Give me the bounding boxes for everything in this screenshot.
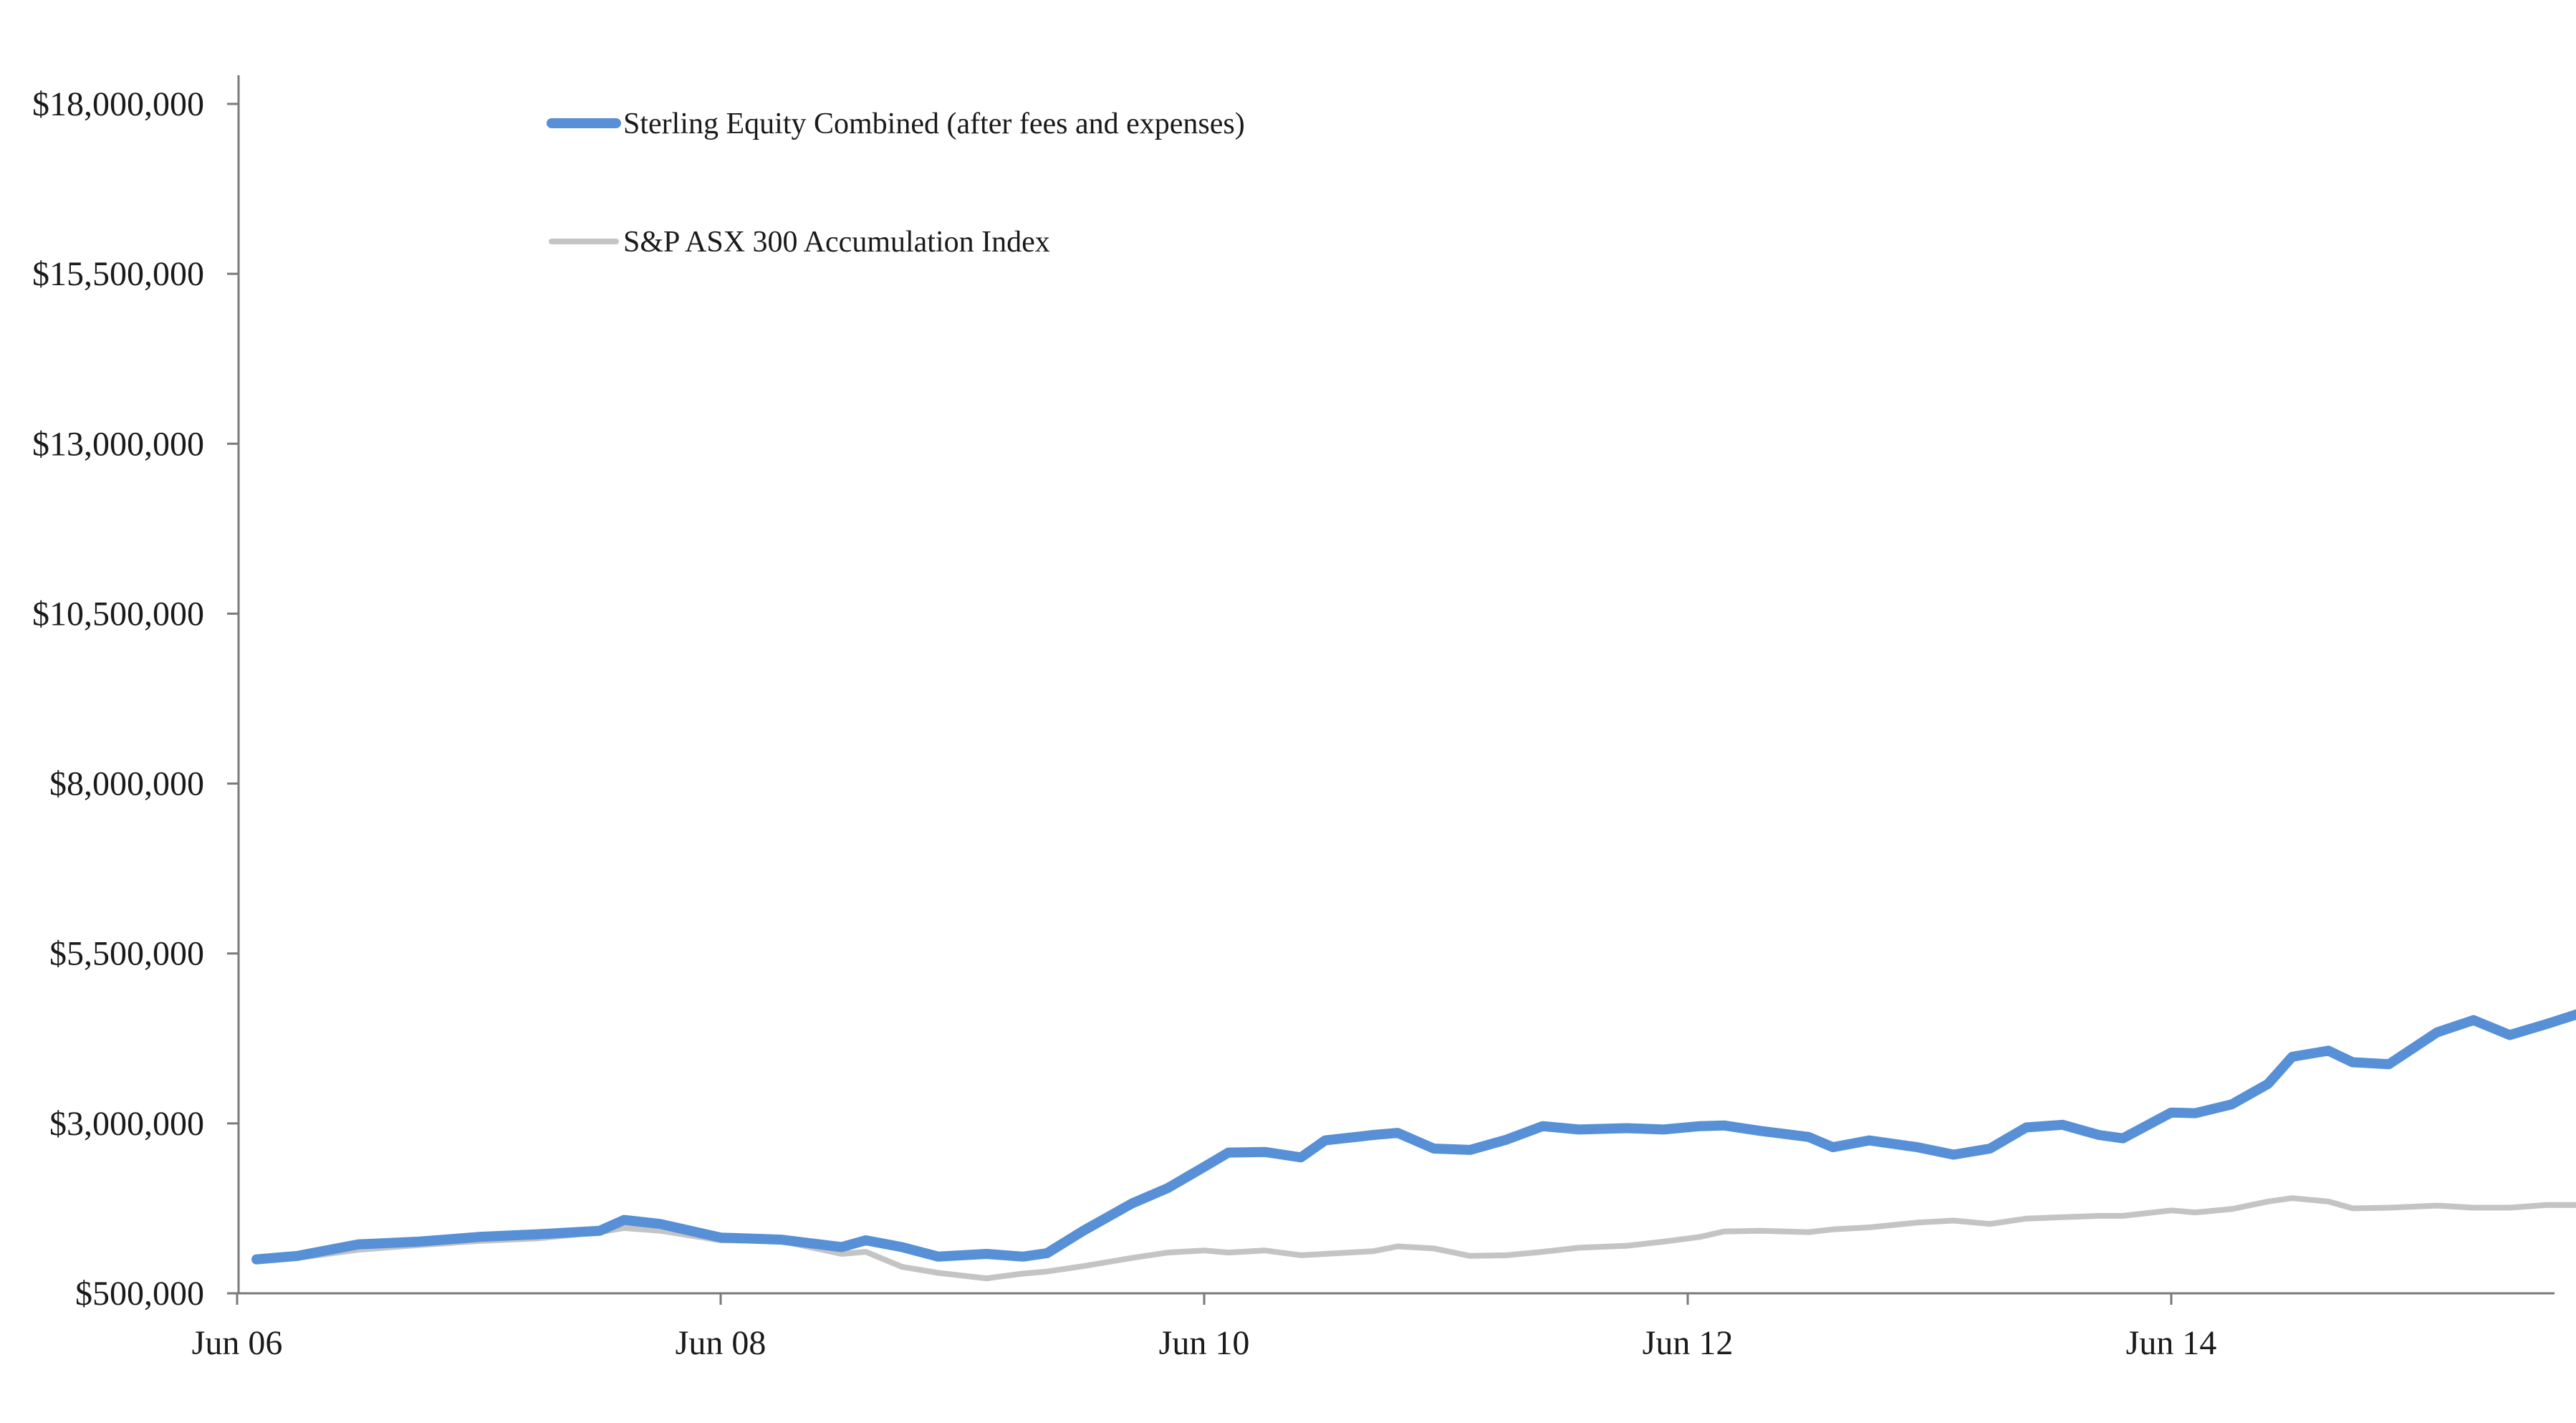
x-tick-label: Jun 10 [1159, 1324, 1250, 1362]
x-tick-label: Jun 14 [2126, 1324, 2217, 1362]
y-tick-label: $500,000 [75, 1275, 204, 1313]
legend: Sterling Equity Combined (after fees and… [547, 107, 1245, 259]
series-line-asx300 [254, 1195, 2576, 1282]
x-tick-label: Jun 12 [1643, 1324, 1734, 1362]
y-axis-ticks: $500,000 $3,000,000 $5,500,000 $8,000,000 $1… [32, 85, 239, 1313]
x-tick-label: Jun 08 [676, 1324, 766, 1362]
y-tick-label: $5,500,000 [49, 935, 204, 973]
chart-axes [237, 75, 2555, 1295]
y-tick-label: $8,000,000 [49, 765, 204, 803]
y-tick-label: $3,000,000 [49, 1105, 204, 1143]
y-tick-label: $18,000,000 [32, 85, 204, 123]
x-tick-label: Jun 06 [192, 1324, 283, 1362]
y-tick-label: $10,500,000 [32, 595, 204, 633]
y-tick-label: $13,000,000 [32, 425, 204, 463]
series-layer [251, 1009, 2576, 1282]
series-line-sterling-equity [251, 1009, 2576, 1265]
legend-label: S&P ASX 300 Accumulation Index [623, 226, 1050, 259]
y-tick-label: $15,500,000 [32, 255, 204, 293]
legend-label: Sterling Equity Combined (after fees and… [623, 107, 1245, 140]
